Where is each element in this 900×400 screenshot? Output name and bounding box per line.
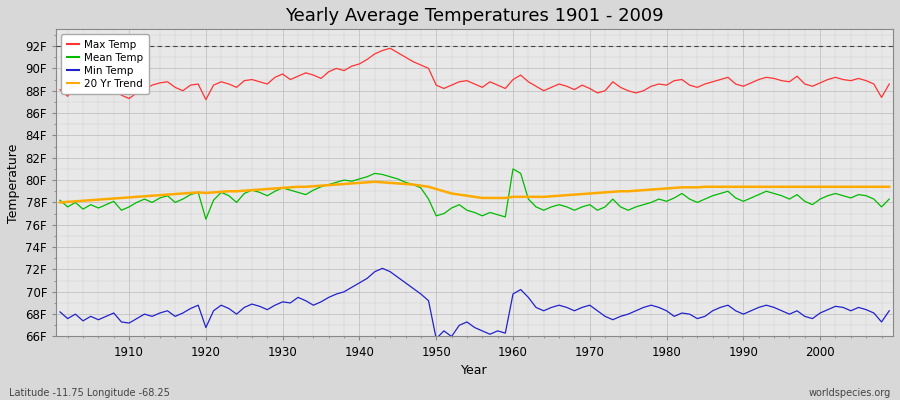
Text: Latitude -11.75 Longitude -68.25: Latitude -11.75 Longitude -68.25 xyxy=(9,388,170,398)
Title: Yearly Average Temperatures 1901 - 2009: Yearly Average Temperatures 1901 - 2009 xyxy=(285,7,664,25)
Legend: Max Temp, Mean Temp, Min Temp, 20 Yr Trend: Max Temp, Mean Temp, Min Temp, 20 Yr Tre… xyxy=(61,34,148,94)
Y-axis label: Temperature: Temperature xyxy=(7,143,20,222)
X-axis label: Year: Year xyxy=(462,364,488,377)
Text: worldspecies.org: worldspecies.org xyxy=(809,388,891,398)
